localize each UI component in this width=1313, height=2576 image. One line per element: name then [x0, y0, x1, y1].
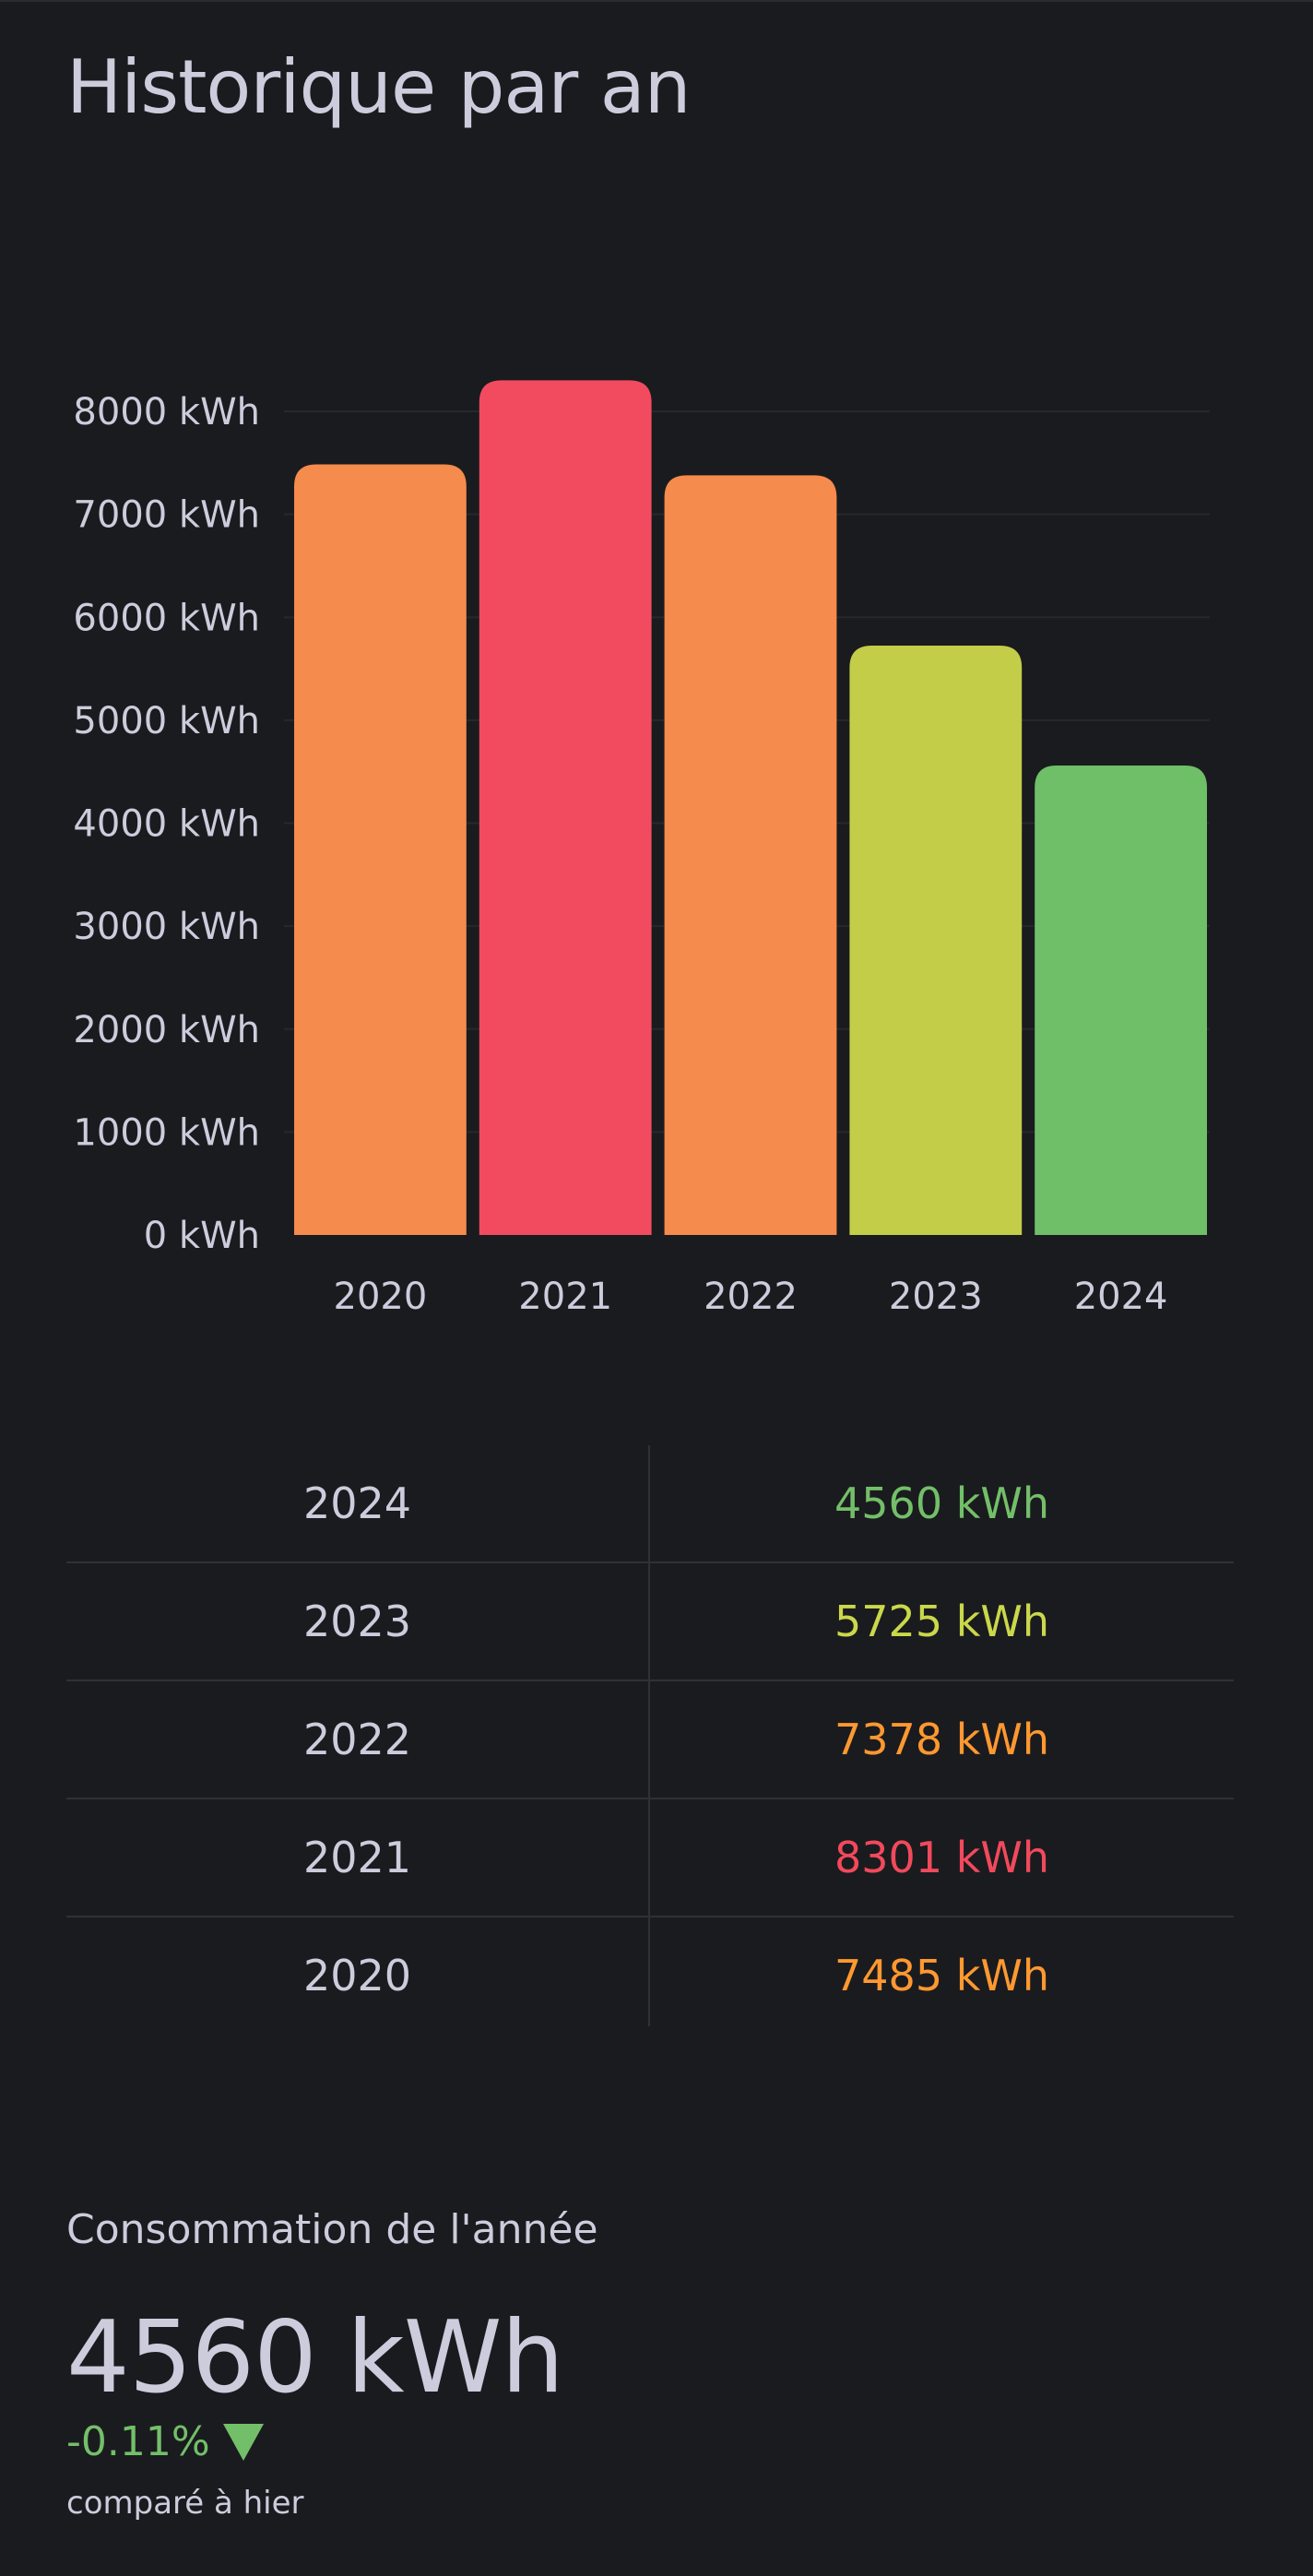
bar-2024[interactable]	[1035, 765, 1207, 1235]
y-tick-label: 2000 kWh	[73, 1009, 260, 1051]
column-divider	[648, 1445, 650, 2026]
y-tick-label: 7000 kWh	[73, 494, 260, 537]
table-row: 2024 4560 kWh	[66, 1445, 1234, 1563]
table-row: 2020 7485 kWh	[66, 1917, 1234, 2034]
bar-2022[interactable]	[664, 475, 837, 1235]
y-tick-label: 6000 kWh	[73, 597, 260, 639]
table-cell-value: 5725 kWh	[834, 1597, 1049, 1646]
stat-subtext: comparé à hier	[66, 2485, 304, 2522]
y-tick-label: 1000 kWh	[73, 1111, 260, 1154]
table-row: 2021 8301 kWh	[66, 1799, 1234, 1917]
bar-2023[interactable]	[849, 645, 1023, 1235]
y-tick-label: 4000 kWh	[73, 803, 260, 846]
table-cell-year: 2021	[302, 1833, 412, 1882]
yearly-bar-chart: 0 kWh 1000 kWh 2000 kWh 3000 kWh 4000 kWh 500…	[73, 380, 1210, 1318]
y-tick-label: 0 kWh	[144, 1215, 260, 1257]
table-cell-value: 7378 kWh	[834, 1715, 1049, 1764]
x-tick-label: 2024	[1074, 1276, 1168, 1318]
table-cell-year: 2023	[302, 1597, 412, 1646]
table-cell-value: 7485 kWh	[834, 1951, 1049, 2000]
table-cell-year: 2022	[302, 1715, 412, 1764]
stat-delta: -0.11%	[66, 2418, 210, 2465]
x-tick-label: 2020	[334, 1276, 428, 1318]
table-cell-year: 2020	[302, 1951, 412, 2000]
bar-2020[interactable]	[294, 464, 467, 1235]
x-tick-label: 2021	[518, 1276, 612, 1318]
x-tick-label: 2023	[889, 1276, 983, 1318]
panel-title: Historique par an	[66, 44, 691, 130]
y-tick-label: 3000 kWh	[73, 906, 260, 948]
stat-title: Consommation de l'année	[66, 2206, 598, 2253]
table-cell-value: 8301 kWh	[834, 1833, 1049, 1882]
table-cell-value: 4560 kWh	[834, 1478, 1049, 1528]
table-row: 2022 7378 kWh	[66, 1681, 1234, 1799]
bar-2021[interactable]	[479, 380, 652, 1235]
x-tick-label: 2022	[704, 1276, 798, 1318]
y-tick-label: 8000 kWh	[73, 391, 260, 433]
table-row: 2023 5725 kWh	[66, 1563, 1234, 1681]
table-cell-year: 2024	[302, 1478, 412, 1528]
stat-value: 4560 kWh	[66, 2300, 564, 2416]
top-border	[0, 0, 1313, 2]
triangle-down-icon	[223, 2424, 264, 2461]
y-tick-label: 5000 kWh	[73, 700, 260, 742]
yearly-table: 2024 4560 kWh 2023 5725 kWh 2022 7378 kWh 2021…	[66, 1445, 1234, 2034]
